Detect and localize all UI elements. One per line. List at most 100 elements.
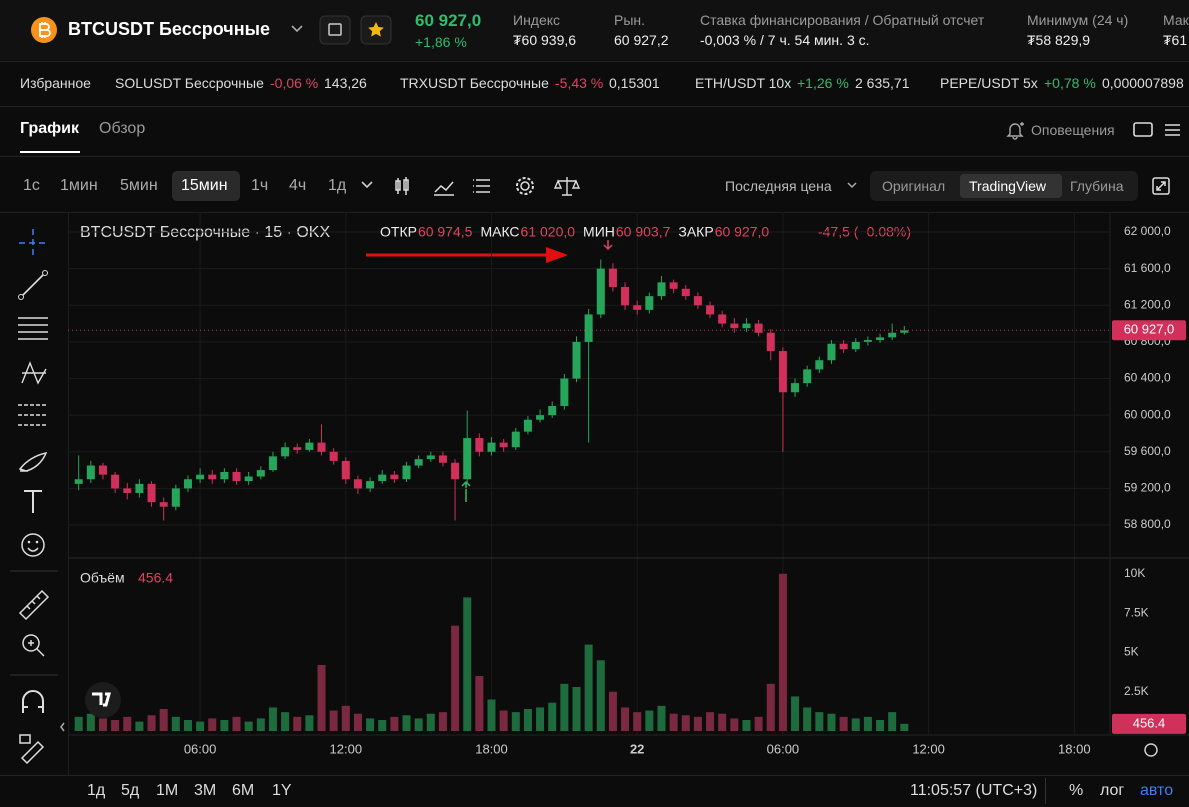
view[interactable]: TradingView [969, 178, 1047, 194]
tab-underline [20, 151, 80, 153]
volume-bar [281, 712, 290, 731]
candle-body [499, 442, 508, 448]
symbol[interactable]: BTCUSDT Бессрочные [68, 19, 270, 39]
y-tick-label: 62 000,0 [1124, 224, 1171, 238]
candle-body [754, 323, 763, 333]
drawing-tools[interactable] [0, 213, 68, 806]
volume-bar [803, 707, 812, 731]
last-volume-label: 456.4 [1133, 715, 1166, 730]
candle-body [693, 296, 702, 306]
candle-body [839, 343, 848, 350]
candle-body [621, 286, 630, 306]
x-tick-label: 18:00 [1058, 741, 1091, 756]
fav-name[interactable]: TRXUSDT Бессрочные [400, 75, 549, 91]
stat-value: 60 927,2 [614, 32, 669, 48]
interval[interactable]: 1ч [251, 177, 269, 194]
menu-icon[interactable] [1162, 120, 1184, 140]
volume-bar [499, 710, 508, 731]
auto[interactable]: авто [1140, 782, 1174, 799]
candle-body [560, 378, 569, 407]
volume-bar [693, 716, 702, 731]
volume-bar [523, 708, 532, 731]
range[interactable]: 1д [87, 782, 106, 799]
chart-tools[interactable] [390, 172, 590, 200]
fav-name[interactable]: ETH/USDT 10x [695, 75, 792, 91]
volume-bar [317, 664, 326, 731]
volume-bar [341, 705, 350, 731]
range[interactable]: 5д [121, 782, 140, 799]
volume-bar [621, 707, 630, 731]
candle-body [451, 462, 460, 480]
interval[interactable]: 1мин [60, 177, 98, 194]
percent[interactable]: % [1069, 782, 1084, 799]
candle-body [815, 360, 824, 370]
fav-name[interactable]: SOLUSDT Бессрочные [115, 75, 264, 91]
interval[interactable]: 1с [23, 177, 40, 194]
tab[interactable]: График [20, 120, 79, 137]
fav-price: 143,26 [324, 75, 367, 91]
collapse[interactable] [60, 722, 65, 732]
interval-chevron[interactable] [360, 180, 374, 190]
range[interactable]: 1M [156, 782, 179, 799]
chevron[interactable] [290, 24, 304, 34]
view[interactable]: Глубина [1070, 178, 1124, 194]
volume-bar [366, 718, 375, 731]
view[interactable]: Оригинал [882, 178, 946, 194]
volume-bar [171, 716, 180, 731]
high-marker [603, 240, 613, 251]
candle-body [851, 341, 860, 350]
price-source-chevron[interactable] [846, 181, 858, 191]
layout-icon[interactable] [1132, 120, 1154, 140]
candle-body [329, 451, 338, 461]
favorite-button[interactable] [360, 15, 392, 45]
volume-value: 456.4 [138, 570, 173, 586]
divider [1045, 778, 1046, 804]
bell-icon[interactable] [1005, 120, 1025, 140]
candle-body [536, 415, 545, 420]
candle-body [159, 502, 168, 507]
candle-body [523, 419, 532, 432]
volume-bar [244, 721, 253, 731]
volume-bar [111, 719, 120, 731]
legend-value: 60 927,0 [715, 224, 770, 240]
log[interactable]: лог [1100, 782, 1125, 799]
interval[interactable]: 4ч [289, 177, 307, 194]
candle-body [183, 479, 192, 489]
price-source[interactable]: Последняя цена [725, 178, 832, 194]
volume-bar [232, 716, 241, 731]
candle-body [487, 442, 496, 452]
y-tick-label: 59 200,0 [1124, 481, 1171, 495]
fullscreen-icon[interactable] [1151, 176, 1171, 196]
stat-label: Ставка финансирования / Обратный отсчет [700, 12, 985, 28]
interval[interactable]: 1д [328, 177, 347, 194]
candle-body [438, 455, 447, 463]
volume-bar [730, 718, 739, 731]
interval[interactable]: 15мин [181, 177, 228, 194]
alerts[interactable]: Оповещения [1031, 122, 1115, 138]
info-button[interactable] [319, 15, 351, 45]
fav-change: -0,06 % [270, 75, 319, 91]
volume-bar [608, 691, 617, 731]
candle-body [196, 474, 205, 480]
range[interactable]: 1Y [272, 782, 292, 799]
range[interactable]: 3M [194, 782, 217, 799]
tab[interactable]: Обзор [99, 120, 146, 137]
volume-bar [463, 597, 472, 731]
stat-label: Рын. [614, 12, 646, 28]
candle-body [341, 460, 350, 480]
candle-body [135, 483, 144, 493]
candle-body [111, 474, 120, 489]
last-price: 60 927,0 [415, 11, 482, 30]
volume-bar [426, 713, 435, 731]
settings[interactable] [1144, 743, 1158, 757]
candle-body [414, 459, 423, 466]
range[interactable]: 6M [232, 782, 255, 799]
fav-name[interactable]: PEPE/USDT 5x [940, 75, 1038, 91]
candle-body [232, 471, 241, 482]
candle-body [778, 351, 787, 393]
interval[interactable]: 5мин [120, 177, 158, 194]
candle-body [706, 305, 715, 315]
candle-body [791, 383, 800, 393]
candle-body [827, 343, 836, 361]
candle-body [256, 470, 265, 477]
